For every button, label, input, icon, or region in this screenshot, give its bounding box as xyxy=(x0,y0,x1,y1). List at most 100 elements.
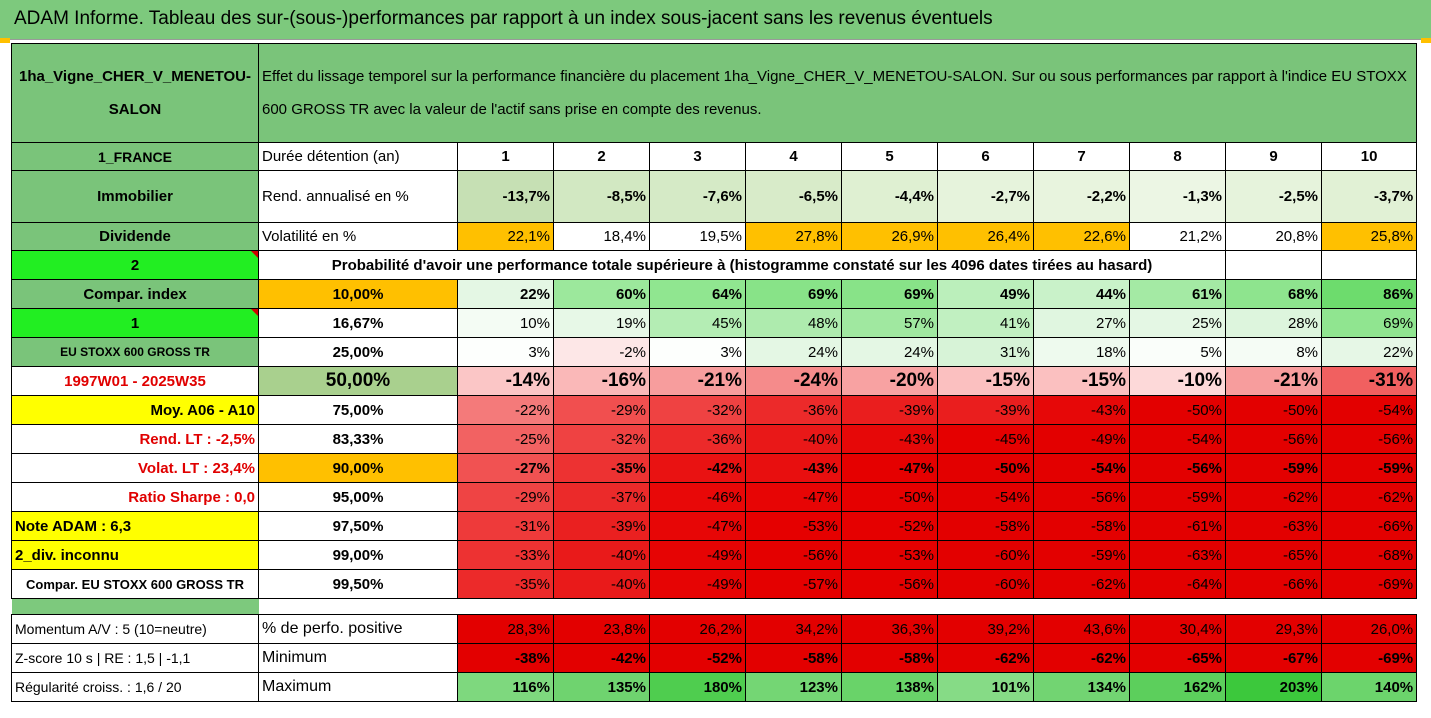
separator-blank xyxy=(259,599,1417,615)
maximum-cell: 140% xyxy=(1320,672,1418,702)
maximum-cell: 116% xyxy=(457,672,554,702)
percentile-cell: -63% xyxy=(1129,540,1226,570)
percentile-label: 50,00% xyxy=(258,366,458,396)
rend-cell: -1,3% xyxy=(1129,170,1226,223)
percentile-cell: -69% xyxy=(1320,569,1418,599)
percentile-cell: -10% xyxy=(1129,366,1226,396)
rend-cell: -2,5% xyxy=(1225,170,1322,223)
percentile-cell: -43% xyxy=(841,424,938,454)
vol-cell: 21,2% xyxy=(1129,222,1226,251)
percentile-cell: -40% xyxy=(553,569,650,599)
percentile-cell: -29% xyxy=(553,395,650,425)
percentile-cell: 25% xyxy=(1129,308,1226,338)
percentile-cell: -58% xyxy=(937,511,1034,541)
percentile-cell: -66% xyxy=(1225,569,1322,599)
percentile-cell: -43% xyxy=(1033,395,1130,425)
percentile-cell: 3% xyxy=(649,337,746,367)
rend-row: Immobilier Rend. annualisé en % -13,7% -… xyxy=(11,170,1418,223)
prob-title-row: 2 Probabilité d'avoir une performance to… xyxy=(11,250,1418,280)
percentile-cell: 69% xyxy=(841,279,938,309)
percentile-cell: 64% xyxy=(649,279,746,309)
percentile-cell: -21% xyxy=(1225,366,1322,396)
percentile-cell: 57% xyxy=(841,308,938,338)
positive-cell: 26,0% xyxy=(1320,614,1418,644)
minimum-cell: -65% xyxy=(1129,643,1226,673)
percentile-label: 16,67% xyxy=(258,308,458,338)
year-cell: 4 xyxy=(745,142,842,171)
header-row: 1_FRANCE Durée détention (an) 1 2 3 4 5 … xyxy=(11,142,1418,171)
percentile-cell: -32% xyxy=(649,395,746,425)
percentile-label: 97,50% xyxy=(258,511,458,541)
percentile-cell: -62% xyxy=(1033,569,1130,599)
asset-name: 1ha_Vigne_CHER_V_MENETOU-SALON xyxy=(11,43,259,143)
percentile-cell: 69% xyxy=(1320,308,1418,338)
description: Effet du lissage temporel sur la perform… xyxy=(257,43,1418,143)
vol-cell: 18,4% xyxy=(553,222,650,251)
vol-cell: 26,9% xyxy=(841,222,938,251)
category-label: Immobilier xyxy=(11,170,259,223)
vol-row: Dividende Volatilité en % 22,1% 18,4% 19… xyxy=(11,222,1418,251)
percentile-cell: -40% xyxy=(745,424,842,454)
performance-table: 1ha_Vigne_CHER_V_MENETOU-SALON Effet du … xyxy=(11,43,1418,702)
percentile-cell: -57% xyxy=(745,569,842,599)
percentile-cell: -49% xyxy=(649,569,746,599)
maximum-cell: 162% xyxy=(1129,672,1226,702)
percentile-cell: -46% xyxy=(649,482,746,512)
rend-cell: -3,7% xyxy=(1320,170,1418,223)
rend-cell: -8,5% xyxy=(553,170,650,223)
report-banner: ADAM Informe. Tableau des sur-(sous-)per… xyxy=(0,0,1431,40)
percentile-cell: 28% xyxy=(1225,308,1322,338)
positive-cell: 30,4% xyxy=(1129,614,1226,644)
percentile-cell: -49% xyxy=(1033,424,1130,454)
percentile-cell: -56% xyxy=(1033,482,1130,512)
percentile-cell: 19% xyxy=(553,308,650,338)
minimum-cell: -69% xyxy=(1320,643,1418,673)
separator-row xyxy=(11,598,1417,615)
year-cell: 5 xyxy=(841,142,938,171)
minimum-cell: -62% xyxy=(937,643,1034,673)
rend-cell: -6,5% xyxy=(745,170,842,223)
percentile-cell: -50% xyxy=(841,482,938,512)
positive-cell: 34,2% xyxy=(745,614,842,644)
percentile-row: 1997W01 - 2025W35 50,00% -14% -16% -21% -24% -… xyxy=(11,366,1418,396)
positive-cell: 26,2% xyxy=(649,614,746,644)
percentile-cell: -39% xyxy=(553,511,650,541)
percentile-row: Ratio Sharpe : 0,0 95,00% -29% -37% -46% -47%… xyxy=(11,482,1418,512)
percentile-cell: -2% xyxy=(553,337,650,367)
percentile-cell: -68% xyxy=(1320,540,1418,570)
percentile-row: Moy. A06 - A10 75,00% -22% -29% -32% -36% -39%… xyxy=(11,395,1418,425)
maximum-label: Maximum xyxy=(258,672,458,702)
percentile-cell: -36% xyxy=(745,395,842,425)
percentile-cell: -39% xyxy=(841,395,938,425)
maximum-cell: 180% xyxy=(649,672,746,702)
positive-row: Momentum A/V : 5 (10=neutre)% de perfo. … xyxy=(11,614,1418,644)
percentile-row: Rend. LT : -2,5% 83,33% -25% -32% -36% -40% -4… xyxy=(11,424,1418,454)
maximum-row: Régularité croiss. : 1,6 / 20 Maximum 116%… xyxy=(11,672,1418,702)
blank-cell xyxy=(1320,250,1418,280)
vol-cell: 22,1% xyxy=(457,222,554,251)
maximum-cell: 138% xyxy=(841,672,938,702)
percentile-cell: -33% xyxy=(457,540,554,570)
percentile-cell: -25% xyxy=(457,424,554,454)
percentile-cell: 45% xyxy=(649,308,746,338)
report-title: ADAM Informe. Tableau des sur-(sous-)per… xyxy=(14,8,993,29)
percentile-cell: -15% xyxy=(1033,366,1130,396)
sharpe-label: Ratio Sharpe : 0,0 xyxy=(11,482,259,512)
rend-cell: -4,4% xyxy=(841,170,938,223)
index-name-label: EU STOXX 600 GROSS TR xyxy=(11,337,259,367)
minimum-row: Z-score 10 s | RE : 1,5 | -1,1 Minimum -38… xyxy=(11,643,1418,673)
vol-cell: 26,4% xyxy=(937,222,1034,251)
div-label: 2_div. inconnu xyxy=(11,540,259,570)
positive-cell: 39,2% xyxy=(937,614,1034,644)
minimum-label: Minimum xyxy=(258,643,458,673)
vol-cell: 19,5% xyxy=(649,222,746,251)
percentile-row: Compar. EU STOXX 600 GROSS TR 99,50% -35% -… xyxy=(11,569,1418,599)
percentile-cell: -52% xyxy=(841,511,938,541)
percentile-cell: -29% xyxy=(457,482,554,512)
rend-cell: -2,2% xyxy=(1033,170,1130,223)
rend-cell: -13,7% xyxy=(457,170,554,223)
percentile-cell: -37% xyxy=(553,482,650,512)
percentile-cell: -54% xyxy=(1033,453,1130,483)
vol-cell: 22,6% xyxy=(1033,222,1130,251)
percentile-row: EU STOXX 600 GROSS TR 25,00% 3% -2% 3% 24% 24%… xyxy=(11,337,1418,367)
